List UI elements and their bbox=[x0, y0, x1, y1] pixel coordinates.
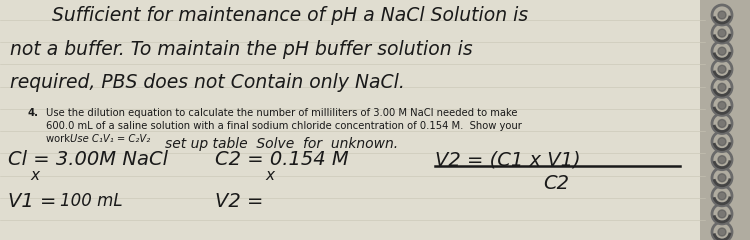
Circle shape bbox=[718, 102, 726, 109]
Text: Sufficient for maintenance of pH a NaCl Solution is: Sufficient for maintenance of pH a NaCl … bbox=[52, 6, 528, 25]
FancyBboxPatch shape bbox=[0, 0, 708, 240]
Text: required, PBS does not Contain only NaCl.: required, PBS does not Contain only NaCl… bbox=[10, 73, 405, 92]
Text: work.: work. bbox=[46, 134, 76, 144]
Text: V2 =: V2 = bbox=[215, 192, 263, 211]
Text: x: x bbox=[265, 168, 274, 183]
Text: Use C₁V₁ = C₂V₂: Use C₁V₁ = C₂V₂ bbox=[70, 134, 150, 144]
Text: not a buffer. To maintain the pH buffer solution is: not a buffer. To maintain the pH buffer … bbox=[10, 40, 472, 59]
Text: 4.: 4. bbox=[28, 108, 39, 118]
Circle shape bbox=[718, 11, 726, 19]
Circle shape bbox=[718, 156, 726, 164]
Circle shape bbox=[718, 228, 726, 236]
Text: x: x bbox=[30, 168, 39, 183]
Circle shape bbox=[718, 47, 726, 55]
Text: Cl = 3.00M NaCl: Cl = 3.00M NaCl bbox=[8, 150, 168, 169]
Text: V2 = (C1 x V1): V2 = (C1 x V1) bbox=[435, 150, 580, 169]
Circle shape bbox=[718, 29, 726, 37]
Circle shape bbox=[718, 83, 726, 91]
Text: V1 =: V1 = bbox=[8, 192, 56, 211]
Circle shape bbox=[718, 65, 726, 73]
FancyBboxPatch shape bbox=[700, 0, 750, 240]
Text: Use the dilution equation to calculate the number of milliliters of 3.00 M NaCl : Use the dilution equation to calculate t… bbox=[46, 108, 518, 118]
Text: C2: C2 bbox=[543, 174, 569, 193]
Circle shape bbox=[718, 138, 726, 146]
Text: set up table  Solve  for  unknown.: set up table Solve for unknown. bbox=[165, 137, 398, 151]
Text: C2 = 0.154 M: C2 = 0.154 M bbox=[215, 150, 349, 169]
Text: 600.0 mL of a saline solution with a final sodium chloride concentration of 0.15: 600.0 mL of a saline solution with a fin… bbox=[46, 121, 522, 131]
Circle shape bbox=[718, 210, 726, 218]
Circle shape bbox=[718, 120, 726, 127]
Circle shape bbox=[718, 174, 726, 182]
Text: 100 mL: 100 mL bbox=[60, 192, 123, 210]
Circle shape bbox=[718, 192, 726, 200]
